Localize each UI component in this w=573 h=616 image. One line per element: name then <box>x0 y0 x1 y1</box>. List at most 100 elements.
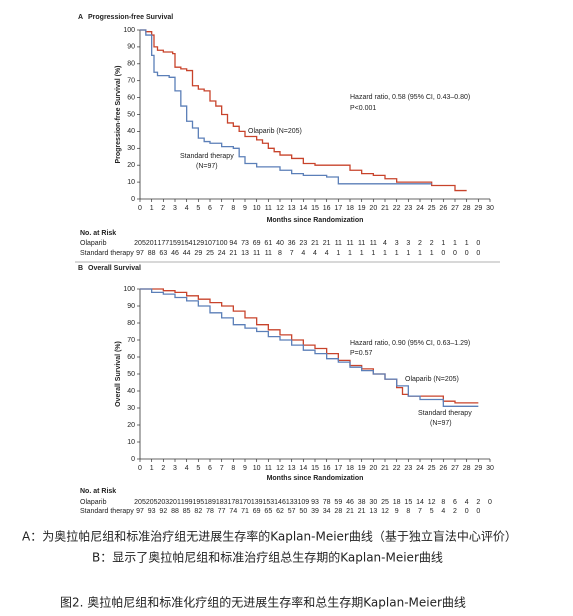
risk-count: 11 <box>358 240 365 247</box>
x-tick-label: 17 <box>334 205 342 212</box>
risk-count: 30 <box>369 499 377 506</box>
risk-count: 82 <box>194 508 202 515</box>
risk-row-label: Olaparib <box>80 240 107 247</box>
risk-row-label: Standard therapy <box>80 508 134 515</box>
x-tick-label: 7 <box>220 465 224 472</box>
risk-count: 5 <box>430 508 434 515</box>
risk-count: 21 <box>311 240 319 247</box>
risk-count: 133 <box>286 499 298 506</box>
risk-count: 46 <box>346 499 354 506</box>
x-tick-label: 3 <box>173 205 177 212</box>
x-tick-label: 26 <box>439 465 447 472</box>
annotation: Olaparib (N=205) <box>405 376 459 383</box>
annotation: (N=97) <box>196 163 218 170</box>
y-tick-label: 70 <box>127 337 135 344</box>
y-tick-label: 80 <box>127 61 135 68</box>
x-tick-label: 23 <box>404 465 412 472</box>
annotation: Standard therapy <box>418 410 472 417</box>
risk-count: 2 <box>418 240 422 247</box>
risk-count: 13 <box>241 250 249 257</box>
risk-count: 11 <box>370 240 377 247</box>
risk-count: 73 <box>241 240 249 247</box>
y-tick-label: 20 <box>127 162 135 169</box>
x-tick-label: 3 <box>173 465 177 472</box>
risk-count: 15 <box>404 499 412 506</box>
risk-count: 139 <box>251 499 263 506</box>
risk-count: 9 <box>395 508 399 515</box>
risk-count: 23 <box>299 240 307 247</box>
risk-count: 7 <box>290 250 294 257</box>
risk-count: 14 <box>416 499 424 506</box>
risk-count: 36 <box>288 240 296 247</box>
y-tick-label: 100 <box>123 27 135 34</box>
x-tick-label: 13 <box>288 205 296 212</box>
y-tick-label: 20 <box>127 422 135 429</box>
risk-count: 205 <box>134 499 146 506</box>
x-tick-label: 15 <box>311 465 319 472</box>
risk-count: 97 <box>136 508 144 515</box>
risk-count: 3 <box>406 240 410 247</box>
annotation: (N=97) <box>430 420 452 427</box>
y-tick-label: 40 <box>127 388 135 395</box>
risk-count: 1 <box>441 240 445 247</box>
risk-count: 77 <box>218 508 226 515</box>
risk-count: 59 <box>334 499 342 506</box>
y-axis-label: Progression-free Survival (%) <box>115 65 122 163</box>
x-tick-label: 7 <box>220 205 224 212</box>
x-tick-label: 12 <box>276 205 284 212</box>
risk-count: 0 <box>476 508 480 515</box>
risk-count: 2 <box>453 508 457 515</box>
risk-count: 201 <box>169 499 181 506</box>
caption: A：为奥拉帕尼组和标准治疗组无进展生存率的Kaplan-Meier曲线（基于独立… <box>22 529 517 544</box>
risk-count: 25 <box>381 499 389 506</box>
risk-count: 29 <box>194 250 202 257</box>
x-axis-label: Months since Randomization <box>267 217 364 224</box>
survival-curve <box>140 288 479 404</box>
y-tick-label: 70 <box>127 78 135 85</box>
risk-count: 38 <box>358 499 366 506</box>
risk-count: 65 <box>264 508 272 515</box>
risk-count: 4 <box>441 508 445 515</box>
x-tick-label: 13 <box>288 465 296 472</box>
y-tick-label: 90 <box>127 44 135 51</box>
risk-count: 4 <box>383 240 387 247</box>
risk-count: 34 <box>323 508 331 515</box>
risk-count: 203 <box>157 499 169 506</box>
risk-count: 62 <box>276 508 284 515</box>
risk-count: 44 <box>183 250 191 257</box>
risk-count: 78 <box>206 508 214 515</box>
risk-count: 0 <box>476 250 480 257</box>
x-tick-label: 27 <box>451 205 459 212</box>
risk-count: 74 <box>229 508 237 515</box>
risk-count: 177 <box>157 240 169 247</box>
x-tick-label: 27 <box>451 465 459 472</box>
risk-count: 205 <box>146 499 158 506</box>
x-tick-label: 20 <box>369 205 377 212</box>
panel-letter: A <box>78 14 83 21</box>
x-tick-label: 1 <box>150 205 154 212</box>
risk-count: 11 <box>265 250 272 257</box>
x-tick-label: 30 <box>486 465 494 472</box>
risk-count: 0 <box>488 499 492 506</box>
risk-count: 1 <box>348 250 352 257</box>
annotation: P=0.57 <box>350 350 372 357</box>
y-tick-label: 60 <box>127 354 135 361</box>
risk-count: 63 <box>159 250 167 257</box>
risk-count: 25 <box>206 250 214 257</box>
x-tick-label: 5 <box>196 205 200 212</box>
risk-count: 40 <box>276 240 284 247</box>
risk-count: 107 <box>204 240 216 247</box>
risk-count: 109 <box>297 499 309 506</box>
risk-count: 0 <box>465 508 469 515</box>
risk-count: 3 <box>395 240 399 247</box>
risk-count: 1 <box>465 240 469 247</box>
risk-title: No. at Risk <box>80 230 116 237</box>
risk-count: 50 <box>299 508 307 515</box>
risk-count: 28 <box>334 508 342 515</box>
risk-count: 8 <box>406 508 410 515</box>
y-tick-label: 90 <box>127 303 135 310</box>
y-tick-label: 60 <box>127 94 135 101</box>
y-axis-label: Overall Survival (%) <box>115 341 122 407</box>
risk-row-label: Olaparib <box>80 499 107 506</box>
